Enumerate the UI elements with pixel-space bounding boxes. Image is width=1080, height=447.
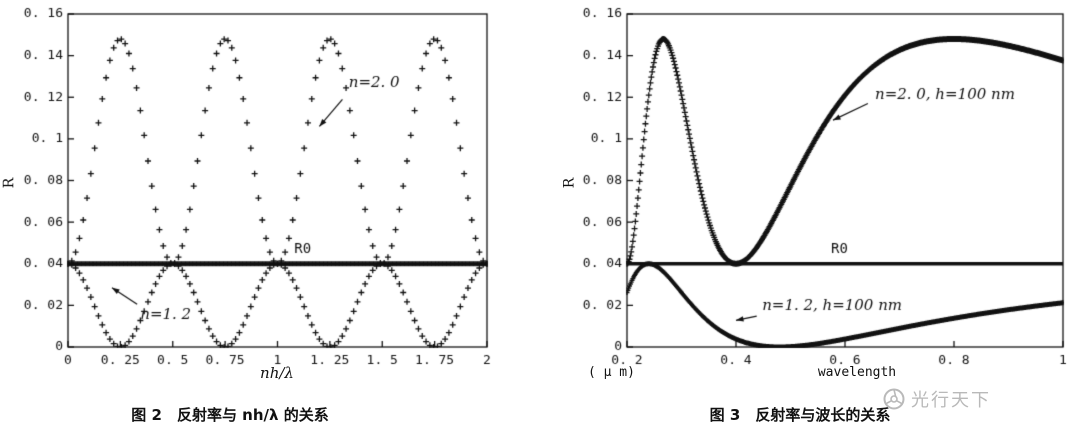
fig3-plot-canvas [560, 0, 1080, 398]
fig3-x-axis-label: wavelength [817, 365, 897, 380]
fig2-caption: 图 2 反射率与 nh/λ 的关系 [131, 406, 329, 424]
chart-fig3 [560, 0, 1080, 398]
chart-fig2 [0, 0, 520, 398]
fig2-x-axis-label: nh/λ [260, 364, 294, 382]
fig3-y-axis-label: R [561, 177, 578, 189]
shutter-logo-icon [882, 387, 906, 411]
fig3-x-axis-unit-label: ( μ m) [588, 365, 635, 380]
fig2-y-axis-label: R [1, 177, 18, 189]
fig2-plot-canvas [0, 0, 520, 398]
fig3-caption: 图 3 反射率与波长的关系 [709, 406, 891, 424]
watermark: 光行天下 [882, 386, 991, 412]
watermark-text: 光行天下 [911, 390, 991, 411]
